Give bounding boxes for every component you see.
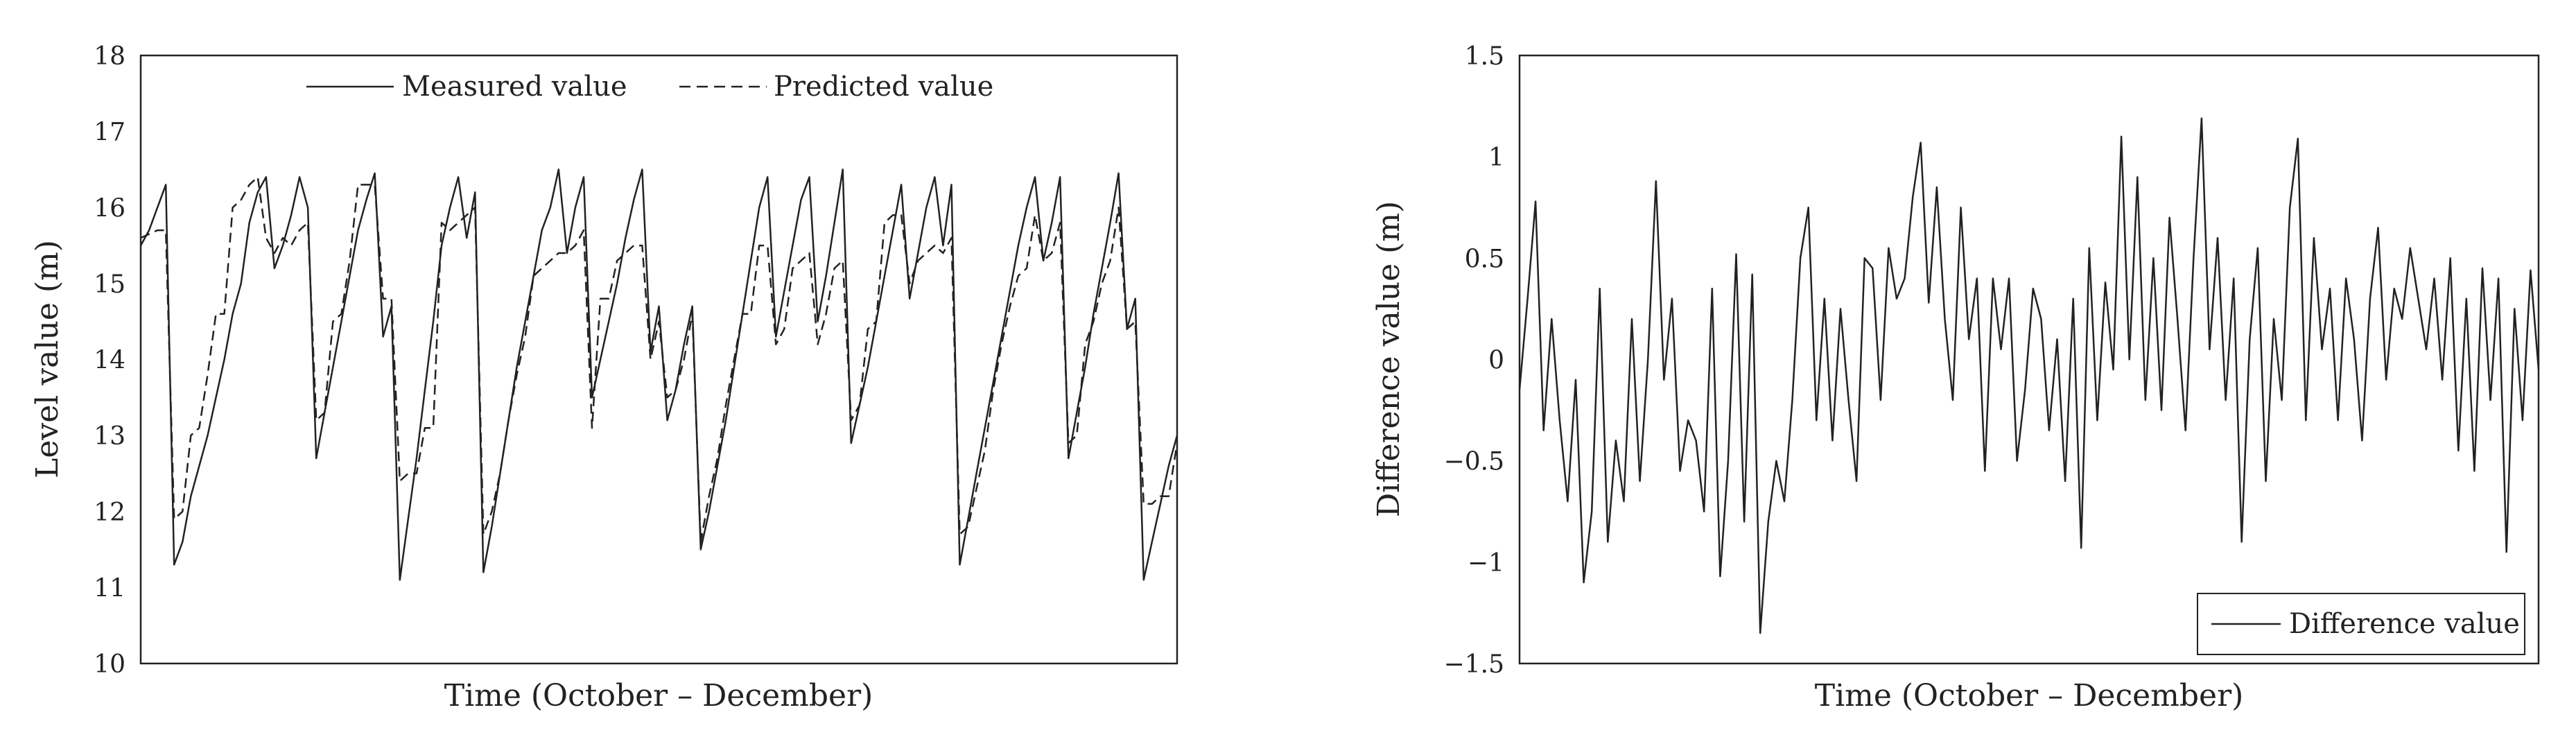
level-y-tick-label: 17 — [94, 119, 125, 147]
level-chart: 10 11 12 13 14 15 16 17 18 Time (October – Decem… — [30, 42, 1178, 713]
legend-label-predicted: Predicted value — [774, 71, 993, 103]
difference-y-tick-label: 0 — [1488, 347, 1504, 375]
level-y-tick-label: 16 — [94, 194, 125, 223]
difference-y-tick-label: 1.5 — [1465, 42, 1504, 71]
level-y-tick-label: 10 — [94, 650, 125, 679]
level-chart-plot-frame — [139, 54, 1178, 665]
legend-label-difference: Difference value — [2289, 608, 2520, 640]
level-y-tick-label: 13 — [94, 422, 125, 451]
level-series-line-measured-value — [139, 168, 1178, 581]
legend-label-measured: Measured value — [402, 71, 627, 103]
level-chart-legend: Measured value Predicted value — [306, 71, 993, 103]
difference-y-tick-label: −1 — [1468, 549, 1504, 578]
level-chart-x-axis-title: Time (October – December) — [444, 678, 873, 713]
level-chart-y-ticks: 10 11 12 13 14 15 16 17 18 — [94, 42, 125, 679]
difference-chart-x-axis-title: Time (October – December) — [1815, 678, 2244, 713]
level-y-tick-label: 15 — [94, 270, 125, 299]
difference-y-tick-label: −1.5 — [1444, 650, 1504, 679]
level-y-tick-label: 11 — [94, 574, 125, 602]
level-y-tick-label: 18 — [94, 42, 125, 71]
level-y-tick-label: 12 — [94, 498, 125, 527]
level-chart-y-axis-title: Level value (m) — [30, 240, 65, 478]
difference-chart: −1.5 −1 −0.5 0 0.5 1 1.5 Time (October – Decem… — [1371, 42, 2540, 713]
difference-chart-y-ticks: −1.5 −1 −0.5 0 0.5 1 1.5 — [1444, 42, 1504, 679]
difference-chart-series — [1518, 117, 2540, 634]
difference-chart-y-axis-title: Difference value (m) — [1371, 201, 1407, 517]
difference-series-line-difference-value — [1518, 117, 2540, 634]
difference-chart-legend: Difference value — [2197, 593, 2525, 655]
difference-y-tick-label: 0.5 — [1465, 245, 1504, 273]
level-series-line-predicted-value — [140, 176, 1178, 543]
difference-y-tick-label: 1 — [1488, 144, 1504, 172]
level-y-tick-label: 14 — [94, 347, 125, 375]
level-chart-series — [139, 168, 1178, 581]
difference-y-tick-label: −0.5 — [1444, 448, 1504, 476]
